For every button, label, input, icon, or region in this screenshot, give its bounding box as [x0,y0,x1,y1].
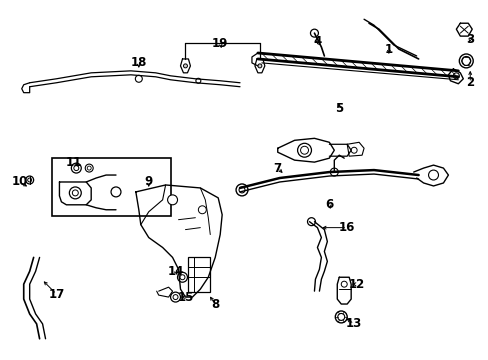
Text: 13: 13 [346,318,362,330]
Circle shape [26,176,34,184]
Text: 2: 2 [465,76,473,89]
Circle shape [337,314,344,320]
Circle shape [236,184,247,196]
Circle shape [74,166,79,171]
Bar [188,257,210,292]
Text: 16: 16 [338,221,355,234]
Circle shape [458,54,472,68]
Text: 8: 8 [211,297,219,311]
Circle shape [307,218,315,226]
Circle shape [111,187,121,197]
Circle shape [87,166,91,170]
Circle shape [69,187,81,199]
Text: 5: 5 [334,102,343,115]
Circle shape [239,187,244,193]
Circle shape [350,147,356,153]
Circle shape [198,206,206,214]
Circle shape [297,143,311,157]
Circle shape [85,164,93,172]
Circle shape [167,195,177,205]
Circle shape [180,275,184,280]
Circle shape [341,281,346,287]
Circle shape [310,29,318,37]
Text: 4: 4 [313,35,321,48]
Circle shape [72,190,78,196]
Circle shape [173,294,178,300]
Text: 6: 6 [325,198,333,211]
Bar [51,158,170,216]
Circle shape [28,178,32,182]
Circle shape [183,64,187,68]
Circle shape [427,170,438,180]
Circle shape [257,64,262,68]
Text: 7: 7 [273,162,281,175]
Circle shape [170,292,180,302]
Circle shape [330,168,338,176]
Circle shape [300,146,308,154]
Text: 14: 14 [167,265,183,278]
Circle shape [335,311,346,323]
Text: 15: 15 [177,291,193,303]
Circle shape [71,163,81,173]
Text: 1: 1 [384,42,392,55]
Circle shape [196,78,201,83]
Text: 3: 3 [465,33,473,46]
Text: 19: 19 [212,37,228,50]
Circle shape [135,75,142,82]
Text: 10: 10 [12,175,28,189]
Text: 18: 18 [130,57,147,69]
Circle shape [461,57,470,66]
Circle shape [177,272,187,282]
Text: 11: 11 [65,156,81,168]
Circle shape [452,73,458,79]
Text: 17: 17 [48,288,64,301]
Text: 12: 12 [348,278,365,291]
Text: 9: 9 [144,175,153,189]
